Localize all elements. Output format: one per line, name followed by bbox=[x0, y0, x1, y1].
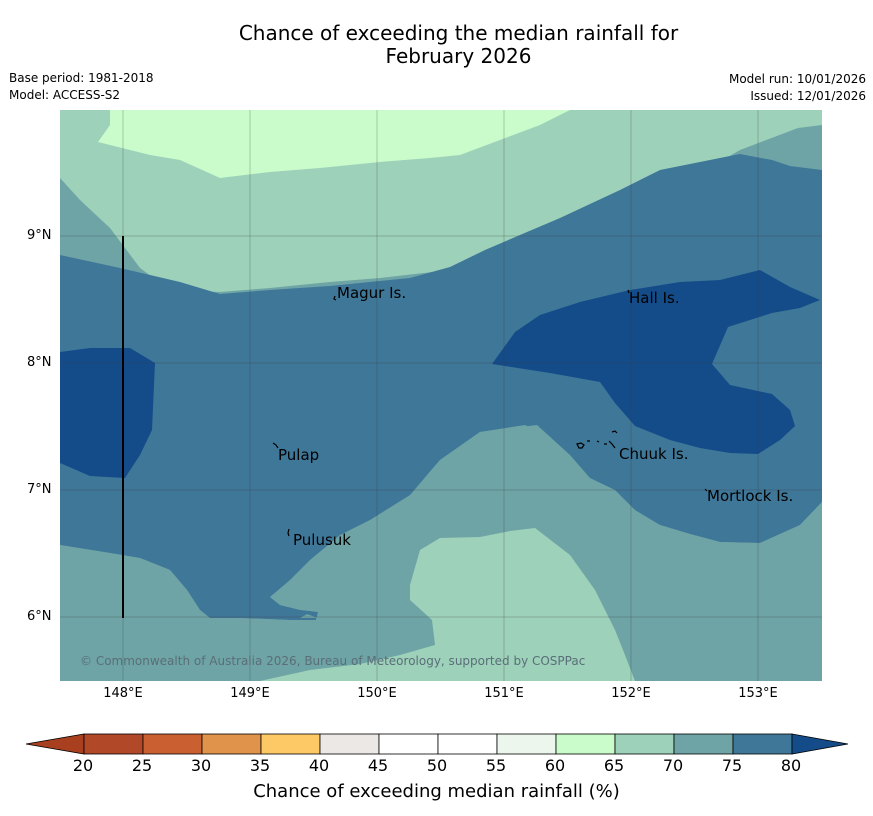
place-label-magur: Magur Is. bbox=[337, 284, 406, 302]
colorbar-tick-25: 25 bbox=[131, 756, 153, 775]
title-line-2: February 2026 bbox=[385, 44, 532, 68]
place-label-pulusuk: Pulusuk bbox=[293, 531, 351, 549]
title-line-1: Chance of exceeding the median rainfall … bbox=[238, 21, 679, 45]
x-tick-149e: 149°E bbox=[230, 686, 270, 701]
y-tick-8n: 8°N bbox=[27, 355, 52, 370]
colorbar-tick-45: 45 bbox=[367, 756, 389, 775]
colorbar-bin-60-65 bbox=[555, 733, 616, 755]
x-tick-153e: 153°E bbox=[738, 686, 778, 701]
colorbar-tick-65: 65 bbox=[603, 756, 625, 775]
y-tick-7n: 7°N bbox=[27, 482, 52, 497]
colorbar-bin-65-70 bbox=[614, 733, 675, 755]
colorbar-bin-55-60 bbox=[496, 733, 557, 755]
colorbar-extend-high bbox=[791, 733, 849, 755]
colorbar-bin-40-45 bbox=[319, 733, 380, 755]
region-65-70-south bbox=[260, 528, 635, 681]
colorbar-bin-25-30 bbox=[142, 733, 203, 755]
colorbar-tick-60: 60 bbox=[544, 756, 566, 775]
island-outlines bbox=[272, 289, 708, 537]
region-80-plus-east bbox=[492, 270, 820, 454]
colorbar-tick-30: 30 bbox=[190, 756, 212, 775]
colorbar-bin-70-75 bbox=[673, 733, 734, 755]
place-label-pulap: Pulap bbox=[278, 446, 319, 464]
place-label-chuuk: Chuuk Is. bbox=[619, 445, 688, 463]
base-period-label: Base period: 1981-2018 bbox=[9, 71, 154, 85]
region-60-65 bbox=[98, 110, 570, 178]
colorbar-label: Chance of exceeding median rainfall (%) bbox=[253, 781, 620, 802]
colorbar-tick-35: 35 bbox=[249, 756, 271, 775]
region-80-plus-west bbox=[60, 348, 155, 478]
issued-label: Issued: 12/01/2026 bbox=[750, 89, 866, 103]
place-label-hall: Hall Is. bbox=[629, 289, 680, 307]
colorbar-bin-30-35 bbox=[201, 733, 262, 755]
chart-title: Chance of exceeding the median rainfall … bbox=[0, 22, 873, 68]
x-tick-151e: 151°E bbox=[484, 686, 524, 701]
colorbar-tick-40: 40 bbox=[308, 756, 330, 775]
map-svg: Magur Is. Hall Is. Pulap Chuuk Is. Mortl… bbox=[60, 110, 822, 681]
region-75-80 bbox=[60, 154, 822, 620]
colorbar-bin-45-50 bbox=[378, 733, 439, 755]
colorbar-bin-35-40 bbox=[260, 733, 321, 755]
colorbar-tick-75: 75 bbox=[721, 756, 743, 775]
y-tick-6n: 6°N bbox=[27, 609, 52, 624]
meta-right: Model run: 10/01/2026 Issued: 12/01/2026 bbox=[729, 71, 866, 105]
colorbar-tick-50: 50 bbox=[426, 756, 448, 775]
colorbar-tick-55: 55 bbox=[485, 756, 507, 775]
model-run-label: Model run: 10/01/2026 bbox=[728, 72, 866, 86]
x-tick-148e: 148°E bbox=[103, 686, 143, 701]
copyright-notice: © Commonwealth of Australia 2026, Bureau… bbox=[80, 654, 585, 668]
colorbar bbox=[25, 733, 849, 755]
rainfall-map[interactable]: Magur Is. Hall Is. Pulap Chuuk Is. Mortl… bbox=[60, 110, 822, 681]
colorbar-tick-70: 70 bbox=[662, 756, 684, 775]
colorbar-tick-20: 20 bbox=[72, 756, 94, 775]
x-tick-152e: 152°E bbox=[611, 686, 651, 701]
meta-left: Base period: 1981-2018 Model: ACCESS-S2 bbox=[9, 70, 154, 104]
y-tick-9n: 9°N bbox=[27, 228, 52, 243]
colorbar-bin-50-55 bbox=[437, 733, 498, 755]
colorbar-tick-80: 80 bbox=[780, 756, 802, 775]
colorbar-bin-75-80 bbox=[732, 733, 793, 755]
colorbar-extend-low bbox=[25, 733, 85, 755]
place-label-mortlock: Mortlock Is. bbox=[707, 487, 793, 505]
model-label: Model: ACCESS-S2 bbox=[9, 88, 121, 102]
x-tick-150e: 150°E bbox=[357, 686, 397, 701]
colorbar-bin-20-25 bbox=[83, 733, 144, 755]
